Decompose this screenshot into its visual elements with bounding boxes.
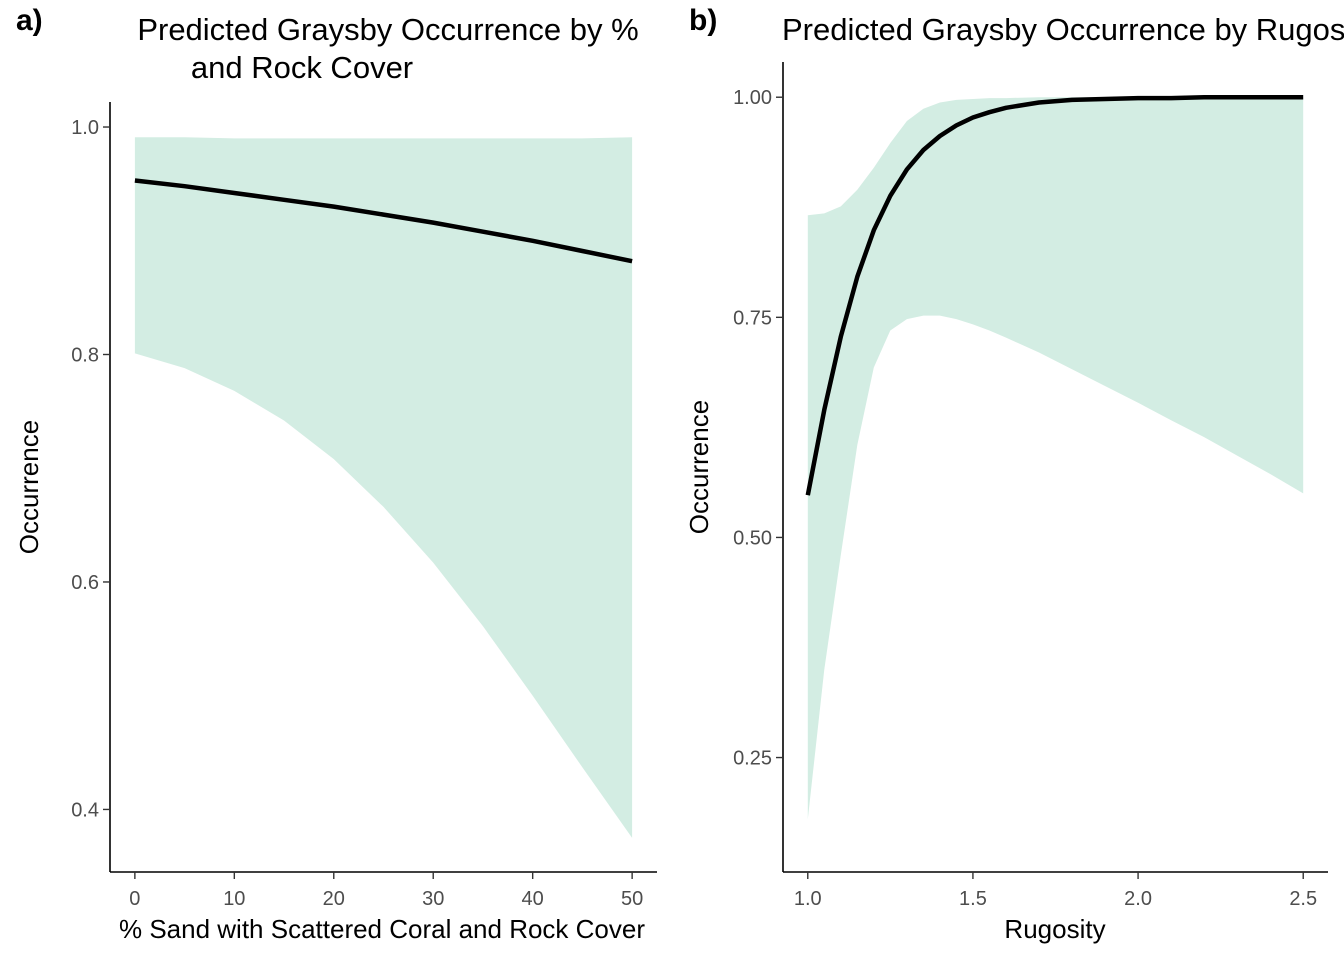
fit-line-b [805, 94, 1304, 496]
y-tick-label-a: 0.6 [71, 572, 99, 594]
x-tick-label-a: 0 [129, 888, 140, 910]
panel-b: b) Predicted Graysby Occurrence by Rugos… [684, 4, 1344, 944]
x-axis-title-a: % Sand with Scattered Coral and Rock Cov… [119, 914, 645, 944]
x-tick-label-b: 1.0 [794, 888, 822, 910]
confidence-band-a [134, 137, 633, 838]
x-tick-label-a: 20 [323, 888, 345, 910]
panel-label-b: b) [689, 4, 717, 37]
y-axis-title-b: Occurrence [684, 400, 714, 534]
chart-title-a-line1: Predicted Graysby Occurrence by % [137, 12, 638, 47]
confidence-band-b [807, 97, 1304, 820]
x-tick-label-a: 40 [522, 888, 544, 910]
y-tick-label-a: 0.8 [71, 344, 99, 366]
y-axis-title-a: Occurrence [14, 420, 44, 554]
y-tick-label-b: 0.50 [733, 527, 772, 549]
x-tick-label-a: 50 [621, 888, 643, 910]
x-tick-label-b: 2.5 [1289, 888, 1317, 910]
x-tick-label-a: 30 [422, 888, 444, 910]
x-axis-title-b: Rugosity [1004, 914, 1105, 944]
y-tick-label-a: 1.0 [71, 117, 99, 139]
panel-a: a) Predicted Graysby Occurrence by % and… [14, 4, 657, 944]
panel-label-a: a) [16, 4, 43, 37]
y-tick-label-b: 0.75 [733, 307, 772, 329]
x-tick-label-a: 10 [223, 888, 245, 910]
plot-area-a: 0 10 20 30 40 50 0.4 0.6 0.8 1.0 [71, 102, 657, 910]
x-tick-label-b: 2.0 [1124, 888, 1152, 910]
fit-line-a [134, 178, 633, 264]
y-tick-label-b: 0.25 [733, 748, 772, 770]
y-tick-label-b: 1.00 [733, 87, 772, 109]
chart-title-b: Predicted Graysby Occurrence by Rugosity [782, 12, 1344, 47]
y-tick-label-a: 0.4 [71, 799, 99, 821]
chart-title-a-line2: and Rock Cover [191, 50, 413, 85]
plot-area-b: 1.0 1.5 2.0 2.5 0.25 0.50 0.75 1.00 [733, 62, 1328, 910]
x-tick-label-b: 1.5 [959, 888, 987, 910]
